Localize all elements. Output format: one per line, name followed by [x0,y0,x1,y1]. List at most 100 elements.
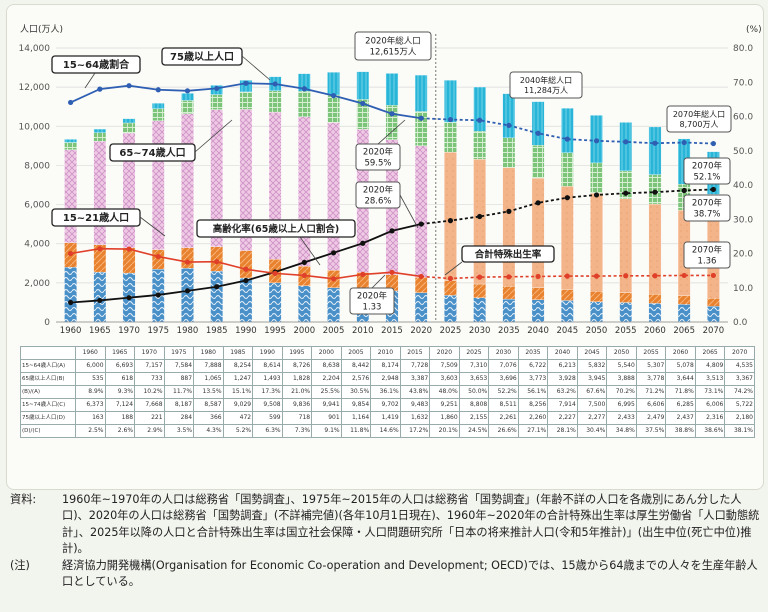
bar-75+ [531,101,545,146]
table-cell: 71.8% [665,385,696,399]
bar-15-21 [210,246,223,272]
note-text: 経済協力開発機構(Organisation for Economic Co-op… [62,558,758,589]
series-point [652,189,658,195]
table-cell: 3,387 [399,372,431,386]
table-cell: 24.5% [458,424,490,438]
table-cell: 9,702 [370,398,401,412]
table-cell: 8,442 [340,359,372,373]
bar-0-14 [210,270,223,323]
table-body: 15~64歳人口(A) 6,000 6,693 7,157 7,584 7,888 8,25… [20,359,755,438]
x-tick-label: 2015 [381,326,403,336]
label-total-2020: 12,615万人 [370,48,417,58]
table-cell: 37.5% [635,424,667,438]
table-row-label: (B)/(A) [20,385,76,399]
table-row-label: 15~64歳人口(A) [20,359,76,373]
table-cell: 30.5% [340,385,372,399]
left-tick-label: 6,000 [24,201,50,211]
table-cell: 2.9% [134,424,165,438]
table-cell: 221 [134,411,165,425]
left-tick-label: 0 [44,318,50,328]
series-point [418,115,424,121]
table-cell: 7,124 [104,398,136,412]
table-cell: 5,722 [724,398,755,412]
bar-15-21 [707,297,720,307]
table-cell: 2,316 [694,411,726,425]
table-cell: 1,164 [340,411,372,425]
table-cell: 1,828 [281,372,313,386]
series-point [126,295,132,301]
table-cell: 5,307 [635,359,667,373]
x-tick-label: 2050 [586,326,608,336]
bar-65-74 [93,132,107,142]
right-tick-label: 40.0 [733,181,753,191]
bar-65-74 [590,162,603,194]
leader-2020-aging [399,194,419,229]
table-cell: 366 [193,411,224,425]
table-cell: 3,603 [429,372,460,386]
series-point [272,270,278,276]
table-cell: 7,076 [488,359,519,373]
bar-0-14 [64,267,77,323]
table-cell: 2,204 [311,372,342,386]
right-tick-label: 60.0 [733,113,753,123]
table-cell: 10.2% [134,385,165,399]
table-year-header: 1985 [222,346,254,360]
label-2070-aging-box [683,194,731,222]
table-cell: 8,256 [517,398,549,412]
bar-75+ [561,108,574,153]
label-total-2020-box [354,31,432,61]
table-cell: 8,614 [252,359,283,373]
right-tick-label: 0.0 [733,318,748,328]
series-point [155,253,161,260]
table-cell: 67.6% [576,385,608,399]
x-tick-label: 1990 [235,326,257,336]
bar-22-64 [531,177,545,288]
table-cell: 34.8% [606,424,637,438]
table-cell: 8.9% [75,385,106,399]
table-row-label: 75歳以上人口(D) [20,411,76,425]
bar-22-64 [502,167,516,287]
label-total-2070: 8,700万人 [680,120,719,129]
series-point [389,228,395,234]
x-tick-label: 2020 [410,326,432,336]
table-year-header: 1980 [193,346,224,360]
bar-65-74 [531,145,545,179]
x-tick-label: 1975 [147,326,169,336]
bar-65-74 [122,122,136,134]
table-cell: 2,180 [724,411,755,425]
series-point [389,111,395,117]
series-point [184,88,191,94]
table-cell: 1,860 [429,411,460,425]
series-point [68,99,74,106]
bar-15-21 [590,291,603,302]
table-year-header: 2065 [694,346,726,360]
right-tick-label: 70.0 [733,78,753,88]
bar-65-74 [298,91,311,117]
table-cell: 8,726 [281,359,313,373]
table-cell: 6,722 [517,359,549,373]
table-cell: 3.5% [163,424,195,438]
bar-22-64 [93,141,107,245]
bar-0-14 [473,297,486,323]
label-total-2040: 11,284万人 [524,86,568,95]
bar-0-14 [619,302,633,323]
table-row: 75歳以上人口(D) 163 188 221 284 366 472 599 718 901 1,1… [20,411,755,425]
bar-0-14 [181,268,194,323]
label-2070-aging: 38.7% [693,210,720,220]
bar-15-21 [414,277,428,293]
table-cell: 3,644 [665,372,696,386]
table-row: 15~64歳人口(A) 6,000 6,693 7,157 7,584 7,888 8,25… [20,359,755,373]
series-point [477,274,483,280]
label-2020-15-64: 2020年 [363,147,394,158]
series-point [330,93,337,99]
table-cell: 7,668 [134,398,165,412]
series-point [68,250,74,257]
x-tick-label: 2025 [440,326,462,336]
x-tick-label: 2070 [703,326,725,336]
series-point [97,297,103,304]
bar-15-21 [239,250,253,279]
leader-tfr [444,261,463,276]
table-cell: 48.0% [429,385,460,399]
series-point [97,246,103,252]
bar-0-14 [707,306,720,323]
